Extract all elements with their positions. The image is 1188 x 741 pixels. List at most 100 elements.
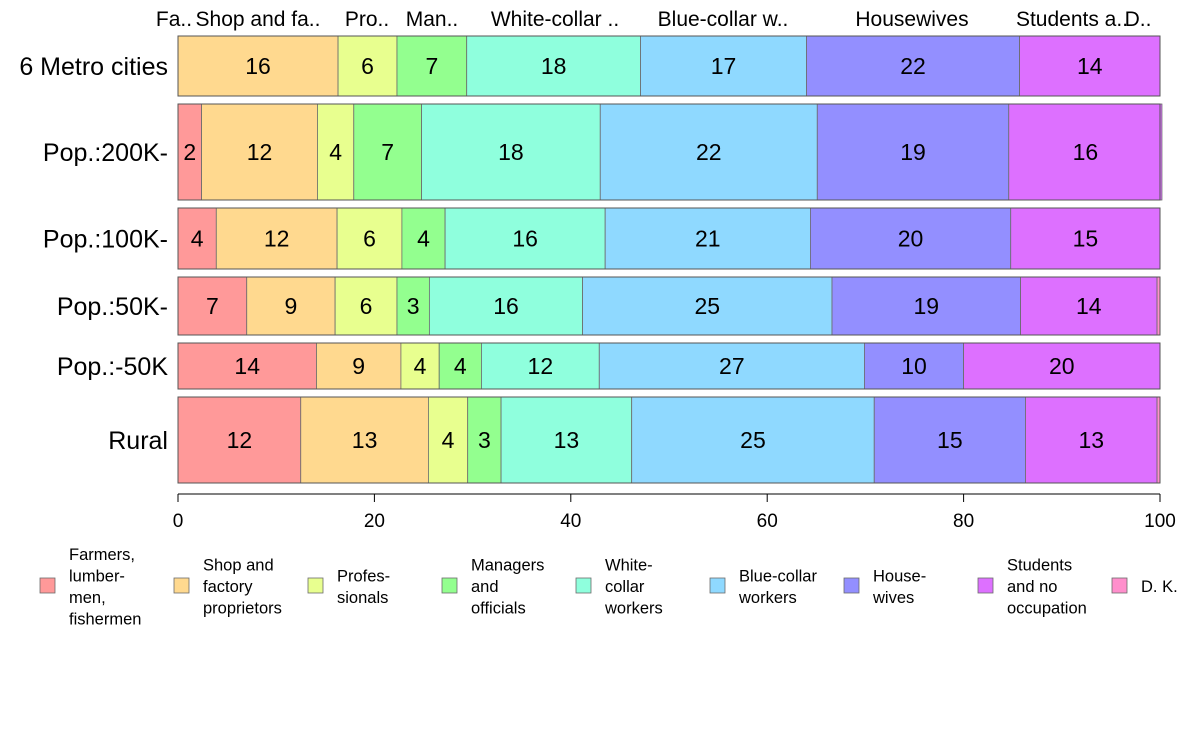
- top-column-label: Man..: [406, 8, 459, 31]
- legend-swatch: [843, 577, 860, 594]
- segment-label: 16: [1073, 139, 1099, 165]
- segment-label: 6: [361, 53, 374, 79]
- segment-label: 25: [695, 293, 721, 319]
- bar-segment: [317, 103, 355, 201]
- bar-frame: [177, 396, 1161, 484]
- segment-label: 27: [719, 353, 745, 379]
- segment-label: 25: [740, 427, 766, 453]
- legend-swatch: [1111, 577, 1128, 594]
- x-tick-label: 60: [757, 511, 778, 532]
- bar-segment: [421, 103, 601, 201]
- bar-segment: [336, 207, 403, 270]
- segment-label: 9: [352, 353, 365, 379]
- x-tick-label: 80: [953, 511, 974, 532]
- bar-frame: [177, 35, 1161, 97]
- legend-label: Students: [1007, 557, 1072, 575]
- legend-label: workers: [604, 600, 663, 618]
- segment-label: 18: [498, 139, 524, 165]
- top-column-label: Blue-collar w..: [658, 8, 789, 31]
- top-column-label: Fa..: [156, 8, 192, 31]
- bar-segment: [1020, 276, 1158, 336]
- bar-segment: [806, 35, 1020, 97]
- segment-label: 12: [528, 353, 554, 379]
- legend-label: lumber-: [69, 567, 125, 585]
- segment-label: 4: [454, 353, 467, 379]
- bar-segment: [177, 35, 339, 97]
- legend-label: wives: [872, 589, 914, 607]
- bar-segment: [337, 35, 398, 97]
- bar-segment: [467, 396, 502, 484]
- legend-label: workers: [738, 589, 797, 607]
- legend-label: sionals: [337, 589, 388, 607]
- bar-segment: [428, 396, 469, 484]
- segment-label: 13: [1078, 427, 1104, 453]
- bar-segment: [177, 276, 248, 336]
- x-tick-label: 0: [173, 511, 184, 532]
- segment-label: 13: [352, 427, 378, 453]
- legend-label: occupation: [1007, 600, 1087, 618]
- x-tick-label: 20: [364, 511, 385, 532]
- top-column-label: D..: [1125, 8, 1152, 31]
- category-label: Pop.:-50K: [57, 353, 169, 381]
- segment-label: 12: [264, 226, 290, 252]
- x-tick-label: 40: [560, 511, 581, 532]
- segment-label: 12: [247, 139, 273, 165]
- category-label: Pop.:50K-: [57, 293, 168, 321]
- segment-label: 7: [206, 293, 219, 319]
- bar-segment: [582, 276, 833, 336]
- segment-label: 7: [381, 139, 394, 165]
- category-label: 6 Metro cities: [19, 53, 168, 81]
- segment-label: 10: [901, 353, 927, 379]
- legend-label: and no: [1007, 578, 1057, 596]
- segment-label: 2: [183, 139, 196, 165]
- segment-label: 14: [1076, 293, 1102, 319]
- legend-label: Farmers,: [69, 546, 135, 564]
- segment-label: 15: [937, 427, 963, 453]
- segment-label: 15: [1073, 226, 1099, 252]
- x-tick-label: 100: [1144, 511, 1176, 532]
- segment-label: 19: [913, 293, 939, 319]
- bar-segment: [177, 396, 302, 484]
- legend-label: White-: [605, 557, 653, 575]
- segment-label: 16: [493, 293, 519, 319]
- legend-swatch: [39, 577, 56, 594]
- segment-label: 22: [696, 139, 722, 165]
- segment-label: 7: [425, 53, 438, 79]
- legend-label: and: [471, 578, 499, 596]
- segment-label: 3: [407, 293, 420, 319]
- legend-label: factory: [203, 578, 253, 596]
- top-column-label: Pro..: [345, 8, 389, 31]
- segment-label: 17: [711, 53, 737, 79]
- bar-segment: [864, 342, 965, 390]
- segment-label: 16: [512, 226, 538, 252]
- bar-frame: [177, 342, 1161, 390]
- legend-label: D. K.: [1141, 578, 1178, 596]
- legend-label: Managers: [471, 557, 544, 575]
- legend-label: proprietors: [203, 600, 282, 618]
- bar-frame: [177, 207, 1161, 270]
- segment-label: 14: [234, 353, 260, 379]
- legend-label: officials: [471, 600, 526, 618]
- segment-label: 20: [1049, 353, 1075, 379]
- top-column-label: Students a..: [1016, 8, 1128, 31]
- bar-segment: [1008, 103, 1163, 201]
- bar-frame: [177, 103, 1161, 201]
- category-label: Rural: [108, 427, 168, 455]
- legend-label: Shop and: [203, 557, 274, 575]
- segment-label: 4: [414, 353, 427, 379]
- legend-label: fishermen: [69, 610, 141, 628]
- segment-label: 18: [541, 53, 567, 79]
- legend-swatch: [307, 577, 324, 594]
- legend-label: House-: [873, 567, 926, 585]
- segment-label: 4: [417, 226, 430, 252]
- segment-label: 4: [191, 226, 204, 252]
- segment-label: 6: [363, 226, 376, 252]
- segment-label: 20: [898, 226, 924, 252]
- segment-label: 19: [900, 139, 926, 165]
- legend-swatch: [709, 577, 726, 594]
- segment-label: 14: [1077, 53, 1103, 79]
- legend-swatch: [977, 577, 994, 594]
- segment-label: 9: [285, 293, 298, 319]
- bar-segment: [631, 396, 875, 484]
